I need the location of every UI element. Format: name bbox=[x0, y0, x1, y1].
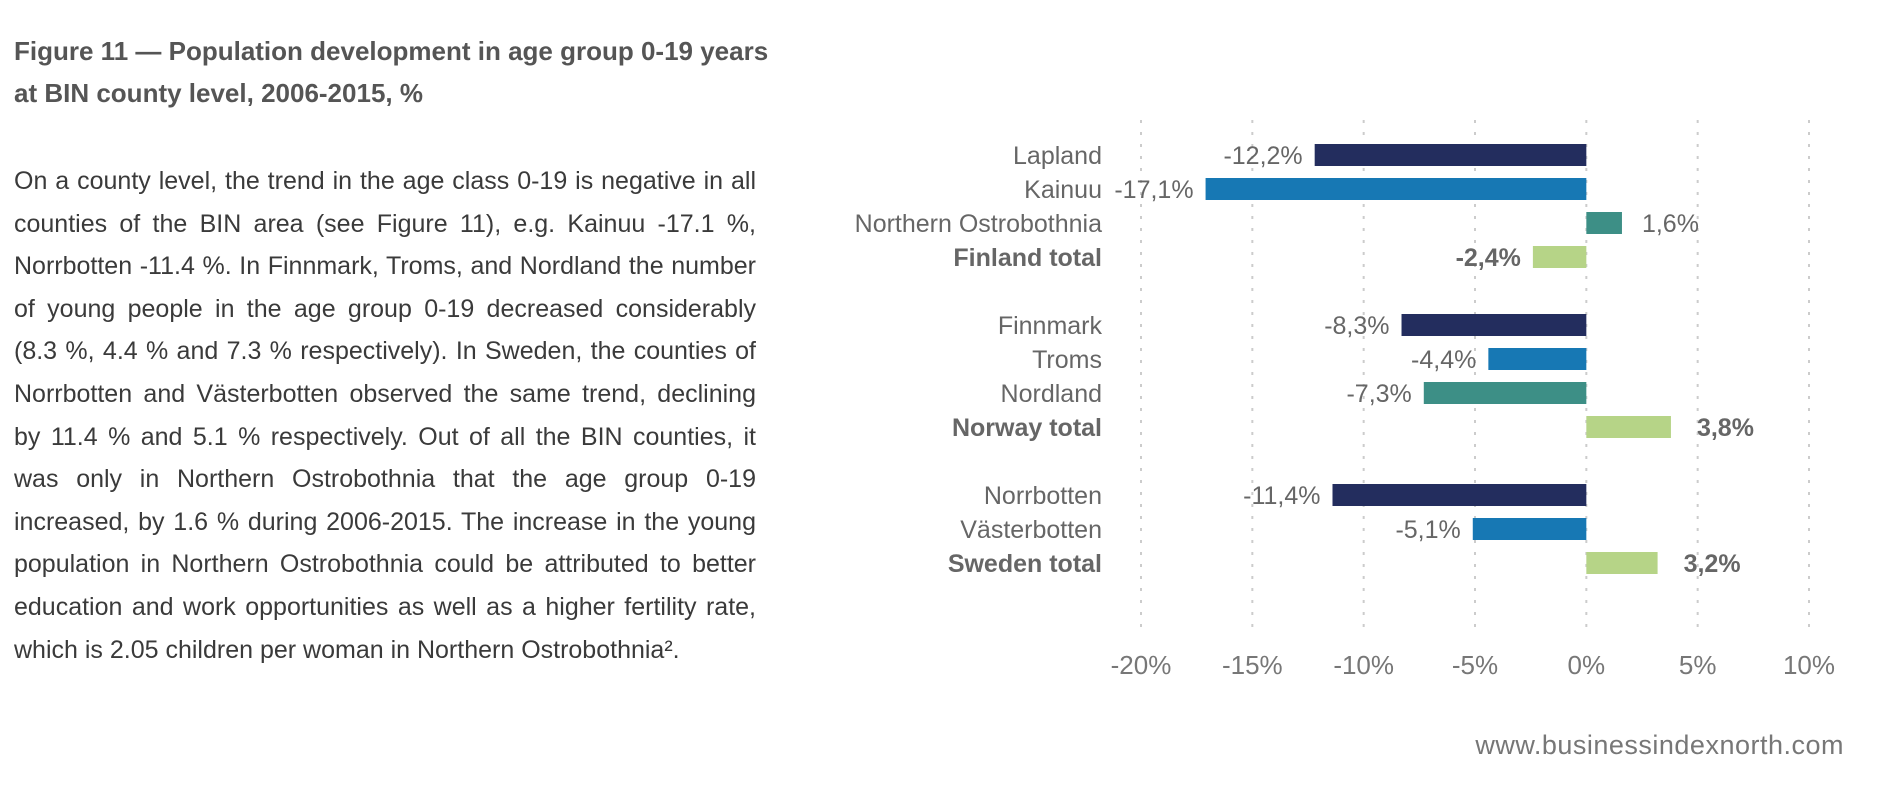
value-labels: -12,2% -17,1% 1,6% -2,4% -8,3% -4,4%-7,3% 3,8%… bbox=[1114, 142, 1754, 578]
grid-lines bbox=[1140, 120, 1810, 630]
bar bbox=[1401, 314, 1587, 336]
value-label: 3,8% bbox=[1697, 414, 1754, 442]
value-label: -17,1% bbox=[1114, 176, 1193, 204]
body-paragraph: On a county level, the trend in the age … bbox=[14, 167, 756, 664]
bar bbox=[1586, 552, 1658, 574]
value-label: -7,3% bbox=[1346, 380, 1411, 408]
value-label: -2,4% bbox=[1456, 244, 1521, 272]
x-tick-label: -5% bbox=[1452, 650, 1498, 680]
bar bbox=[1586, 212, 1622, 234]
value-label: -11,4% bbox=[1243, 482, 1320, 510]
value-label: 3,2% bbox=[1684, 550, 1741, 578]
bar bbox=[1488, 348, 1587, 370]
category-label: Northern Ostrobothnia bbox=[855, 210, 1102, 238]
bar bbox=[1205, 178, 1587, 200]
bar-chart: Lapland Kainuu Northern Ostrobothnia Finlan… bbox=[855, 120, 1835, 680]
category-label: Finnmark bbox=[998, 312, 1103, 340]
x-tick-label: 10% bbox=[1783, 650, 1835, 680]
x-axis-tick-labels: -20% -15% -10% -5% 0% 5% 10% bbox=[1111, 650, 1835, 680]
category-label: Finland total bbox=[953, 244, 1102, 272]
bar bbox=[1332, 484, 1587, 506]
x-tick-label: -15% bbox=[1222, 650, 1283, 680]
value-label: 1,6% bbox=[1642, 210, 1699, 238]
value-label: -12,2% bbox=[1223, 142, 1302, 170]
category-label: Troms bbox=[1032, 346, 1102, 374]
category-label: Lapland bbox=[1013, 142, 1102, 170]
x-tick-label: -10% bbox=[1333, 650, 1394, 680]
x-tick-label: -20% bbox=[1111, 650, 1172, 680]
bars bbox=[1205, 144, 1671, 574]
category-label: Kainuu bbox=[1024, 176, 1102, 204]
bar bbox=[1586, 416, 1671, 438]
figure-title: Figure 11 — Population development in ag… bbox=[14, 36, 769, 108]
category-label: Sweden total bbox=[948, 550, 1102, 578]
value-label: -5,1% bbox=[1395, 516, 1460, 544]
category-label: Västerbotten bbox=[960, 516, 1102, 544]
x-tick-label: 5% bbox=[1679, 650, 1717, 680]
category-label: Norrbotten bbox=[984, 482, 1102, 510]
source-url: www.businessindexnorth.com bbox=[1475, 730, 1844, 760]
category-labels: Lapland Kainuu Northern Ostrobothnia Finlan… bbox=[855, 142, 1103, 578]
category-label: Norway total bbox=[952, 414, 1102, 442]
bar bbox=[1314, 144, 1587, 166]
category-label: Nordland bbox=[1001, 380, 1102, 408]
value-label: -8,3% bbox=[1324, 312, 1389, 340]
x-tick-label: 0% bbox=[1568, 650, 1606, 680]
bar bbox=[1423, 382, 1587, 404]
value-label: -4,4% bbox=[1411, 346, 1476, 374]
bar bbox=[1532, 246, 1587, 268]
bar bbox=[1472, 518, 1587, 540]
